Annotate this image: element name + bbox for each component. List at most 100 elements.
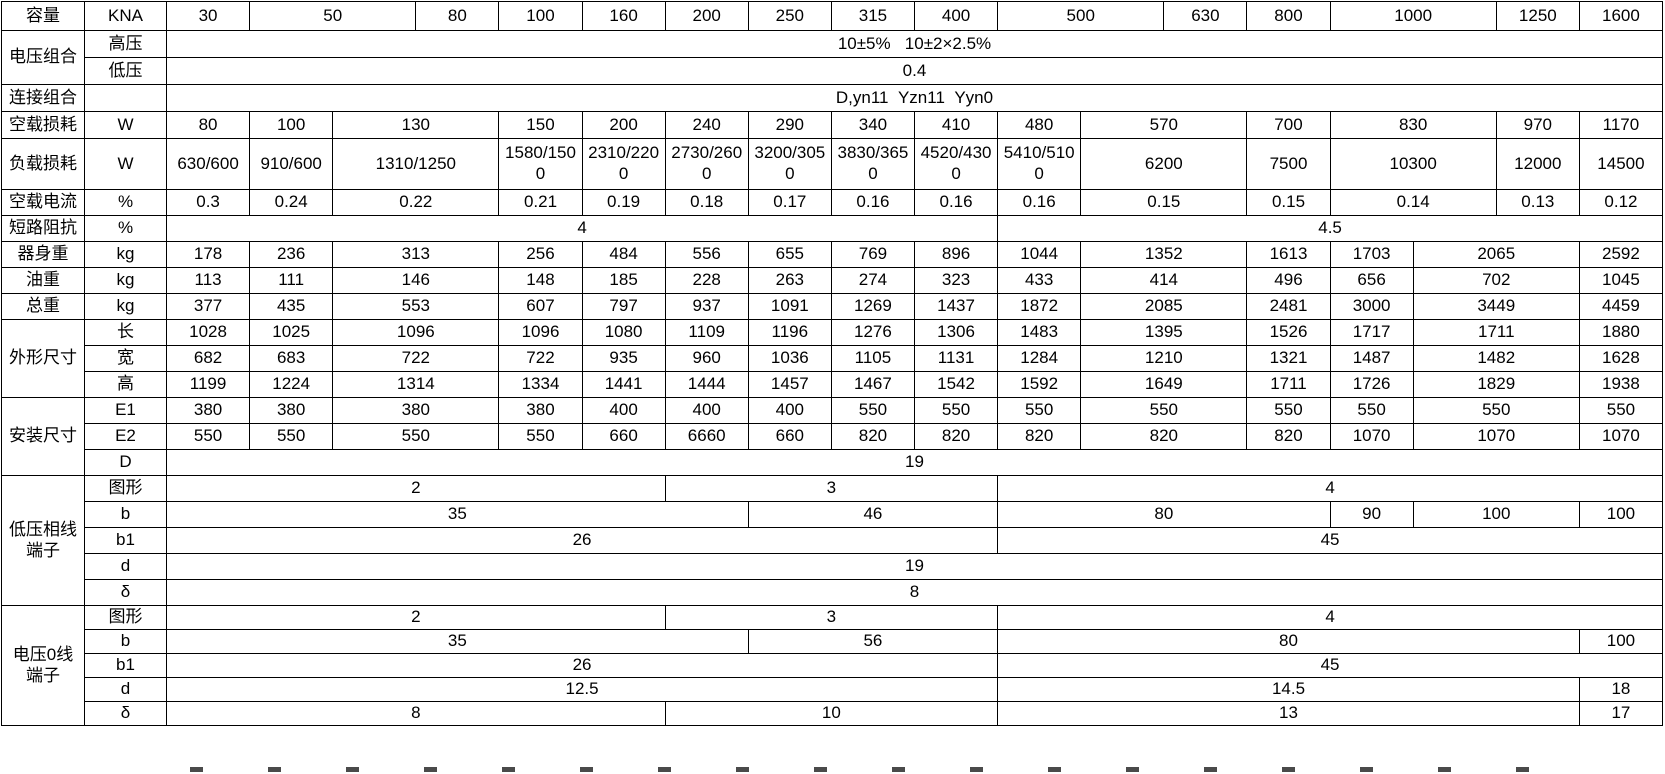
value-cell: 46 [748,502,999,528]
value-cell: 414 [1081,268,1248,294]
value-cell: 0.13 [1496,190,1580,216]
value-cell: 550 [1579,398,1663,424]
value-cell: 1711 [1413,320,1580,346]
value-cell: 150 [499,112,583,139]
value-cell: 1352 [1081,242,1248,268]
row-unit: 高压 [85,31,167,58]
row-unit [85,85,167,112]
value-cell: 0.14 [1330,190,1497,216]
value-cell: 1070 [1330,424,1414,450]
value-cell: 6660 [665,424,749,450]
value-cell: 2 [167,606,666,630]
value-cell: 4520/4300 [915,139,999,190]
value-cell: 655 [748,242,832,268]
value-cell: 1310/1250 [333,139,500,190]
row-label: 油重 [2,268,85,294]
value-cell: 435 [250,294,334,320]
value-cell: 146 [333,268,500,294]
row-unit: D [85,450,167,476]
value-cell: 1269 [831,294,915,320]
value-cell: 2 [167,476,666,502]
value-cell: 660 [582,424,666,450]
value-cell: 250 [748,2,832,31]
row-label: 电压0线 端子 [2,606,85,726]
value-cell: 100 [1579,502,1663,528]
row-unit: δ [85,580,167,606]
value-cell: 820 [1247,424,1331,450]
value-cell: 500 [998,2,1165,31]
value-cell: 1441 [582,372,666,398]
value-cell: 274 [831,268,915,294]
value-cell: 1703 [1330,242,1414,268]
value-cell: 1028 [167,320,251,346]
value-cell: 1250 [1496,2,1580,31]
value-cell: 3449 [1413,294,1580,320]
row-label: 负载损耗 [2,139,85,190]
value-cell: 200 [665,2,749,31]
value-cell: 1457 [748,372,832,398]
row-label: 容量 [2,2,85,31]
value-cell: 820 [998,424,1082,450]
spec-table: 容量 KNA 30 50 80 100 160 200 250 315 400 500 630 800 10… [1,1,1663,726]
value-cell: D,yn11 Yzn11 Yyn0 [167,85,1663,112]
value-cell: 1109 [665,320,749,346]
value-cell: 910/600 [250,139,334,190]
value-cell: 0.19 [582,190,666,216]
value-cell: 3200/3050 [748,139,832,190]
value-cell: 0.22 [333,190,500,216]
value-cell: 17 [1579,702,1663,726]
value-cell: 4.5 [998,216,1663,242]
value-cell: 722 [333,346,500,372]
value-cell: 0.17 [748,190,832,216]
value-cell: 1880 [1579,320,1663,346]
value-cell: 1070 [1579,424,1663,450]
value-cell: 3000 [1330,294,1414,320]
value-cell: 1482 [1413,346,1580,372]
row-label: 总重 [2,294,85,320]
value-cell: 1592 [998,372,1082,398]
value-cell: 550 [250,424,334,450]
value-cell: 1613 [1247,242,1331,268]
value-cell: 2592 [1579,242,1663,268]
value-cell: 1199 [167,372,251,398]
value-cell: 1600 [1579,2,1663,31]
value-cell: 256 [499,242,583,268]
value-cell: 12000 [1496,139,1580,190]
value-cell: 2310/2200 [582,139,666,190]
value-cell: 4 [167,216,999,242]
value-cell: 3830/3650 [831,139,915,190]
value-cell: 797 [582,294,666,320]
value-cell: 769 [831,242,915,268]
row-label: 器身重 [2,242,85,268]
value-cell: 26 [167,654,999,678]
value-cell: 480 [998,112,1082,139]
row-unit: b1 [85,528,167,554]
value-cell: 820 [831,424,915,450]
value-cell: 1487 [1330,346,1414,372]
value-cell: 1872 [998,294,1082,320]
clipped-next-row-artifact [190,767,1550,772]
value-cell: 0.15 [1247,190,1331,216]
value-cell: 550 [831,398,915,424]
value-cell: 1829 [1413,372,1580,398]
value-cell: 80 [167,112,251,139]
value-cell: 0.12 [1579,190,1663,216]
value-cell: 45 [998,654,1663,678]
value-cell: 7500 [1247,139,1331,190]
value-cell: 1276 [831,320,915,346]
value-cell: 130 [333,112,500,139]
value-cell: 100 [1413,502,1580,528]
value-cell: 1196 [748,320,832,346]
row-label: 外形尺寸 [2,320,85,398]
value-cell: 1711 [1247,372,1331,398]
row-unit: E2 [85,424,167,450]
value-cell: 30 [167,2,251,31]
value-cell: 400 [748,398,832,424]
row-label: 电压组合 [2,31,85,85]
value-cell: 400 [582,398,666,424]
value-cell: 1483 [998,320,1082,346]
value-cell: 2730/2600 [665,139,749,190]
value-cell: 0.15 [1081,190,1248,216]
value-cell: 1306 [915,320,999,346]
value-cell: 5410/5100 [998,139,1082,190]
